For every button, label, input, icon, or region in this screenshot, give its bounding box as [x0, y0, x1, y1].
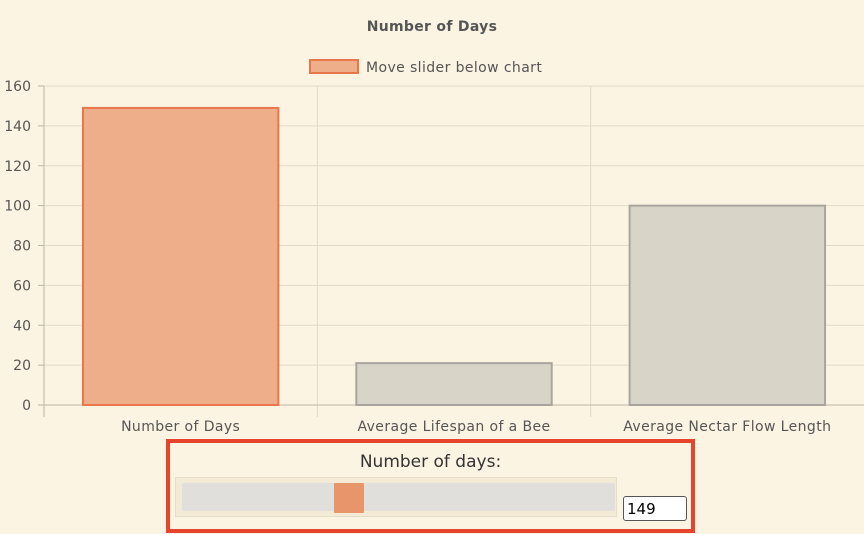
bar-chart: Number of Days Move slider below chart 0…	[4, 19, 864, 435]
x-axis-ticks: Number of Days Average Lifespan of a Bee A…	[121, 419, 831, 435]
days-slider[interactable]	[175, 477, 617, 517]
days-number-input[interactable]	[623, 496, 687, 521]
y-tick-label: 40	[13, 318, 31, 334]
y-tick-label: 0	[22, 398, 31, 414]
bar-0	[81, 106, 280, 407]
y-tick-label: 120	[4, 159, 31, 175]
days-control-label: Number of days:	[359, 452, 502, 472]
legend-label: Move slider below chart	[366, 60, 542, 76]
x-tick-label: Average Lifespan of a Bee	[357, 419, 550, 435]
chart-legend[interactable]: Move slider below chart	[309, 59, 542, 76]
bars	[81, 106, 827, 407]
x-tick-label: Average Nectar Flow Length	[623, 419, 831, 435]
chart-title: Number of Days	[367, 19, 497, 35]
days-slider-thumb[interactable]	[333, 483, 364, 513]
y-tick-label: 160	[4, 79, 31, 95]
bar-1	[355, 362, 553, 407]
y-axis-ticks: 0 20 40 60 80 100 120 140 160	[4, 79, 44, 414]
bar-2	[628, 204, 827, 406]
legend-swatch	[309, 59, 359, 74]
days-slider-track[interactable]	[182, 483, 615, 513]
days-control-panel: Number of days:	[166, 439, 695, 533]
y-tick-label: 60	[13, 278, 31, 294]
x-tick-label: Number of Days	[121, 419, 240, 435]
y-tick-label: 140	[4, 119, 31, 135]
y-tick-label: 80	[13, 239, 31, 255]
y-tick-label: 100	[4, 199, 31, 215]
y-tick-label: 20	[13, 358, 31, 374]
